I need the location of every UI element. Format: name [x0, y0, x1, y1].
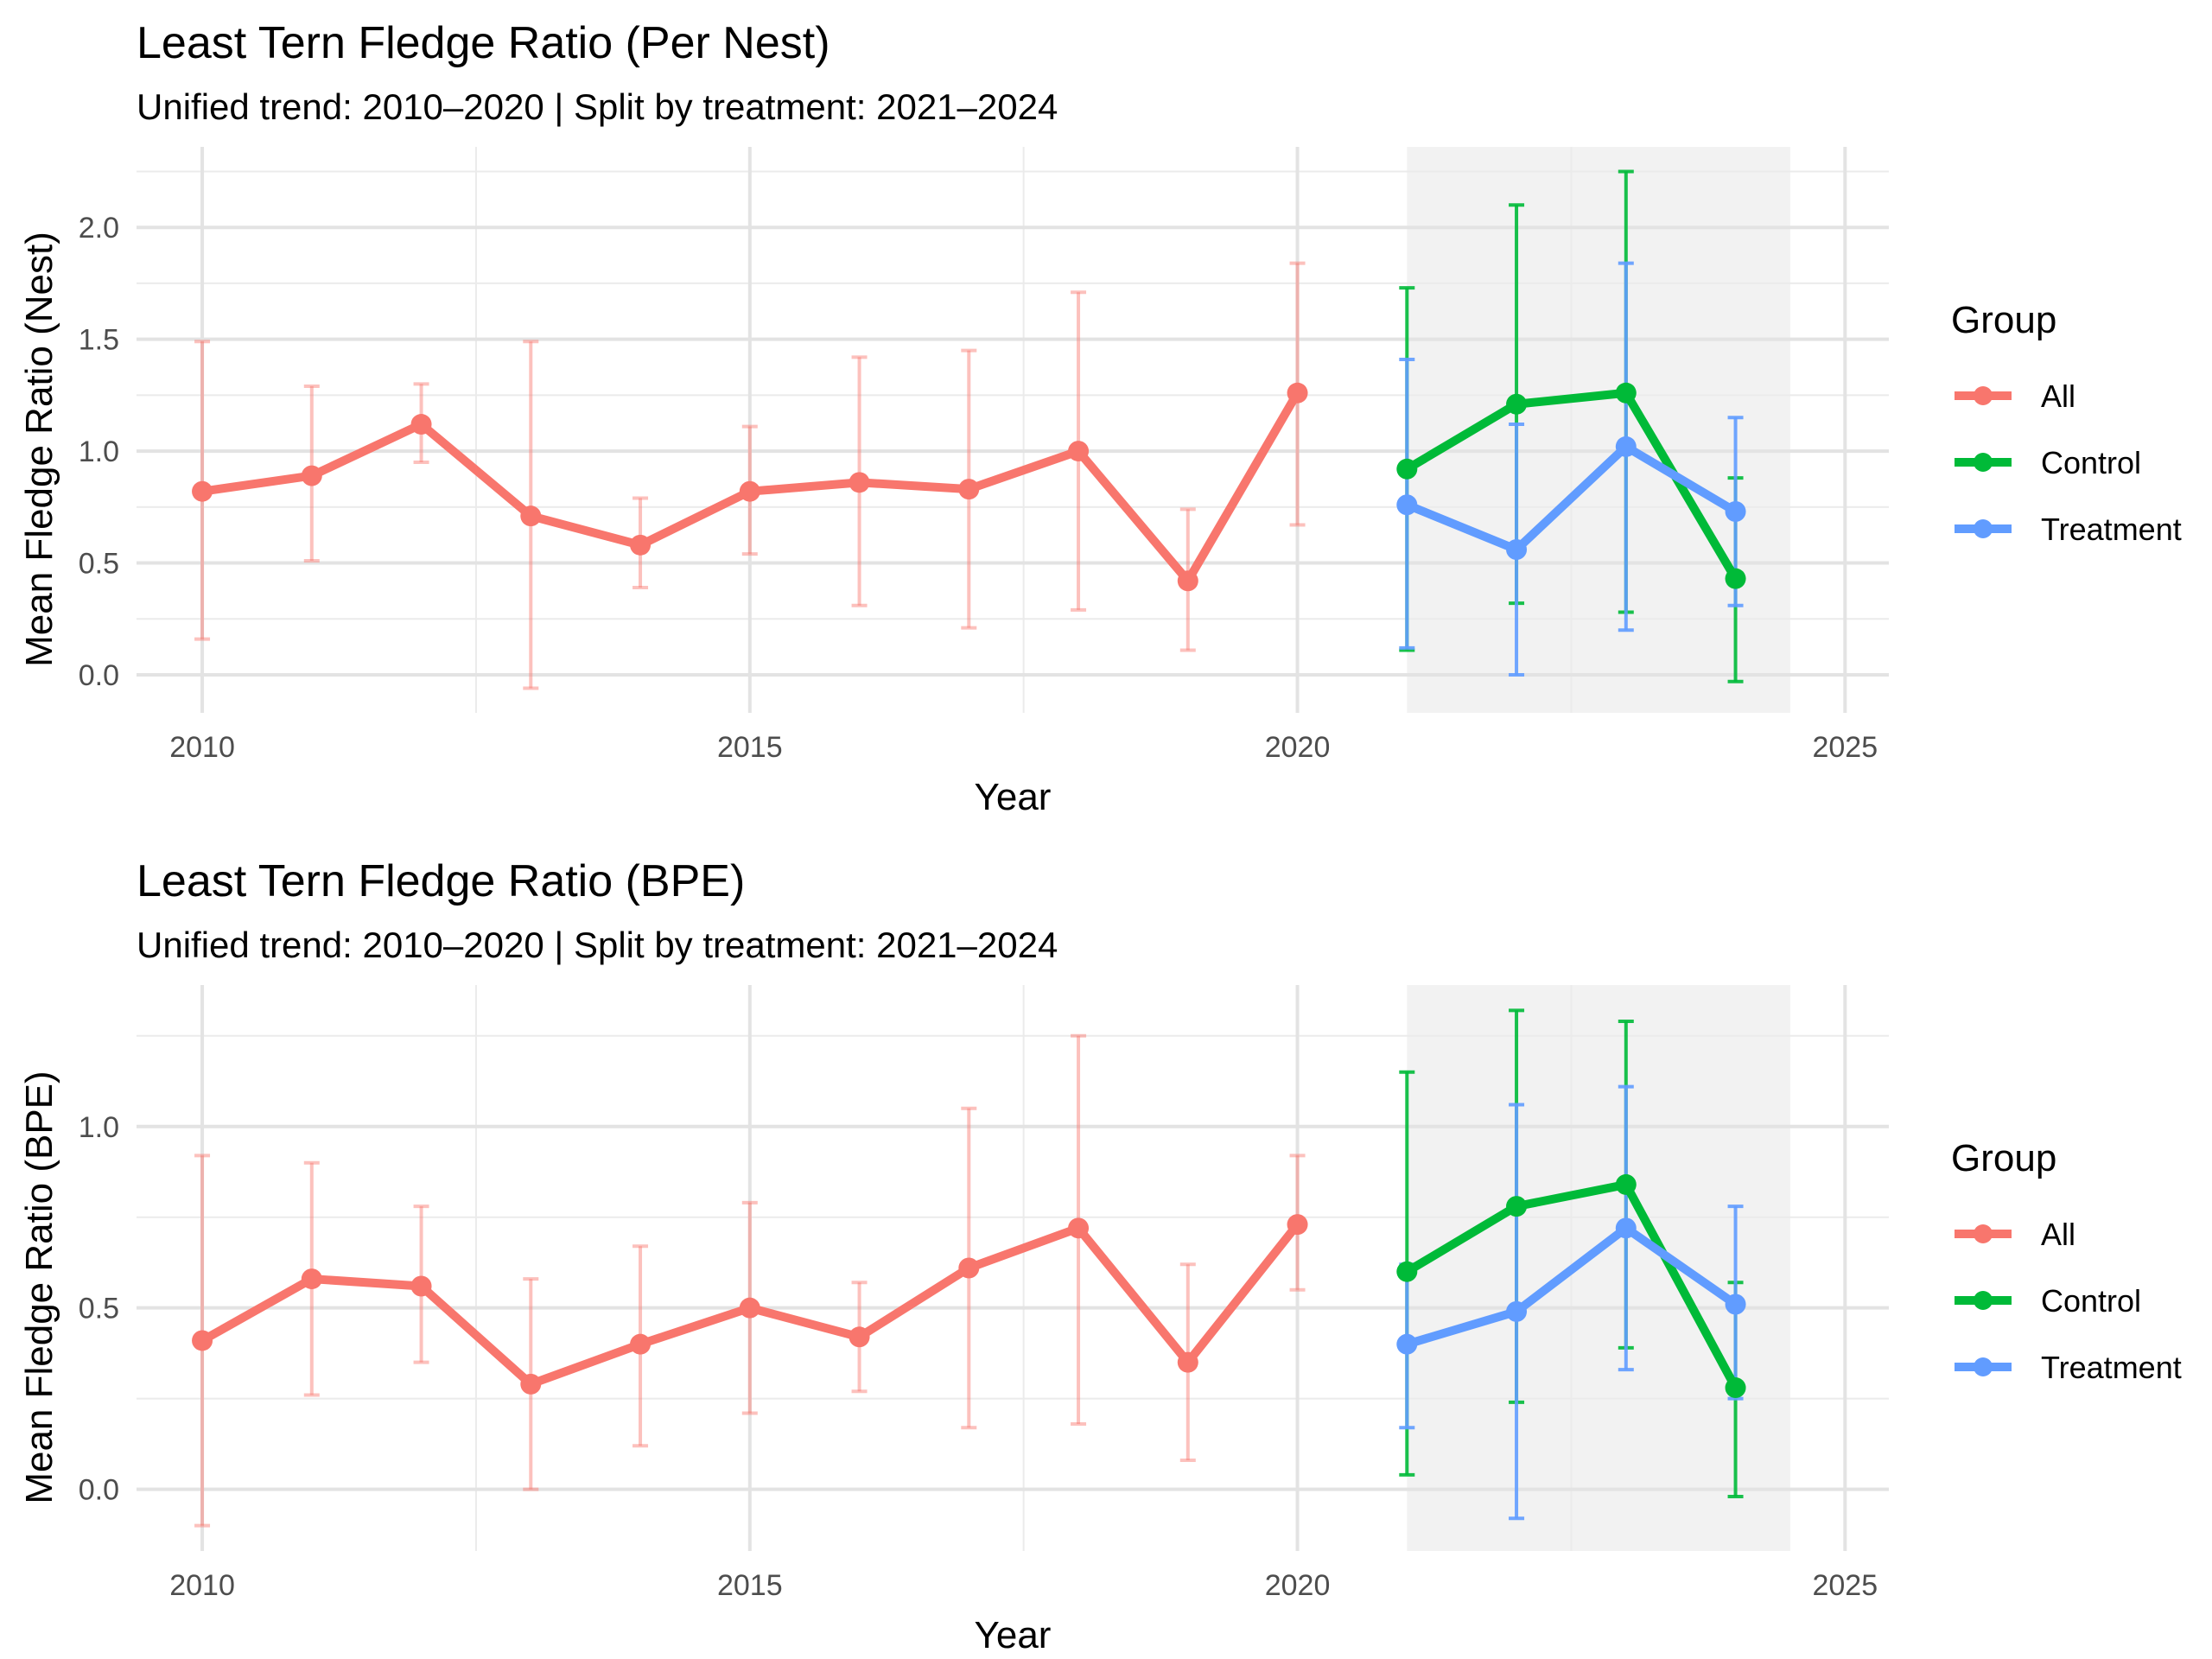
legend-label-control: Control	[2041, 445, 2141, 480]
legend-title: Group	[1951, 1137, 2056, 1179]
x-tick-label: 2015	[717, 1569, 783, 1602]
y-tick-label: 1.5	[79, 324, 119, 357]
legend-label-all: All	[2041, 378, 2075, 414]
legend-label-control: Control	[2041, 1283, 2141, 1319]
y-tick-label: 1.0	[79, 1111, 119, 1144]
shaded-region	[1407, 147, 1790, 713]
data-point-all	[739, 1297, 760, 1319]
x-tick-label: 2015	[717, 731, 783, 764]
shaded-region	[1407, 985, 1790, 1551]
plot-area: 0.0 0.5 1.0 1.5 2.0 2010 2015 2020 2025	[79, 147, 1889, 764]
data-point-all	[301, 1268, 322, 1290]
x-tick-label: 2020	[1265, 731, 1331, 764]
data-point-control	[1725, 1377, 1746, 1399]
data-point-all	[192, 1330, 213, 1351]
legend-marker-all	[1974, 386, 1993, 405]
legend-marker-treatment	[1974, 519, 1993, 538]
plot-area: 0.0 0.5 1.0 2010 2015 2020 2025	[79, 985, 1889, 1602]
y-tick-label: 2.0	[79, 212, 119, 245]
data-point-control	[1396, 458, 1418, 480]
data-point-all	[1177, 1351, 1198, 1373]
data-point-control	[1506, 1196, 1528, 1217]
chart-panel-bpe: Least Tern Fledge Ratio (BPE) Unified tr…	[18, 856, 2182, 1656]
y-axis-label: Mean Fledge Ratio (Nest)	[18, 232, 60, 667]
data-point-all	[1177, 570, 1198, 592]
y-tick-label: 0.5	[79, 1293, 119, 1325]
data-point-control	[1506, 393, 1528, 415]
x-axis-label: Year	[975, 776, 1052, 818]
series-line-control	[1402, 1179, 1740, 1393]
data-point-all	[849, 1326, 870, 1348]
legend-marker-treatment	[1974, 1357, 1993, 1376]
data-point-all	[1287, 382, 1308, 404]
data-point-all	[192, 480, 213, 502]
data-point-all	[739, 480, 760, 502]
data-point-treatment	[1506, 1300, 1528, 1322]
x-tick-label: 2010	[169, 731, 235, 764]
legend-label-treatment: Treatment	[2041, 512, 2182, 547]
data-point-all	[1287, 1214, 1308, 1236]
data-point-treatment	[1725, 500, 1746, 522]
data-point-control	[1615, 1173, 1637, 1195]
series-line-treatment	[1402, 1224, 1740, 1349]
legend: Group All Control Treatment	[1951, 299, 2182, 547]
legend-label-all: All	[2041, 1217, 2075, 1252]
legend-marker-all	[1974, 1224, 1993, 1243]
chart-title: Least Tern Fledge Ratio (Per Nest)	[137, 18, 830, 68]
data-point-all	[410, 414, 432, 435]
series-line-control	[1402, 388, 1740, 583]
chart-subtitle: Unified trend: 2010–2020 | Split by trea…	[137, 925, 1058, 965]
legend-title: Group	[1951, 299, 2056, 341]
data-point-all	[520, 1373, 542, 1395]
x-tick-label: 2020	[1265, 1569, 1331, 1602]
series-line-treatment	[1402, 442, 1740, 555]
legend-marker-control	[1974, 453, 1993, 472]
y-tick-label: 0.0	[79, 1474, 119, 1507]
data-point-control	[1396, 1261, 1418, 1282]
y-tick-label: 1.0	[79, 435, 119, 468]
data-point-treatment	[1506, 539, 1528, 561]
y-tick-label: 0.5	[79, 548, 119, 581]
data-point-all	[1068, 441, 1090, 462]
data-point-all	[958, 479, 980, 500]
data-point-all	[630, 534, 652, 556]
data-point-treatment	[1396, 1333, 1418, 1355]
data-point-treatment	[1615, 435, 1637, 457]
data-point-all	[849, 472, 870, 493]
data-point-control	[1615, 382, 1637, 404]
x-tick-label: 2010	[169, 1569, 235, 1602]
x-tick-label: 2025	[1812, 1569, 1878, 1602]
y-tick-label: 0.0	[79, 659, 119, 692]
data-point-all	[958, 1257, 980, 1279]
data-point-all	[1068, 1217, 1090, 1239]
data-point-treatment	[1725, 1294, 1746, 1315]
data-point-all	[410, 1275, 432, 1297]
chart-subtitle: Unified trend: 2010–2020 | Split by trea…	[137, 86, 1058, 127]
x-axis-label: Year	[975, 1614, 1052, 1656]
y-axis-label: Mean Fledge Ratio (BPE)	[18, 1071, 60, 1503]
data-point-treatment	[1396, 494, 1418, 516]
chart-title: Least Tern Fledge Ratio (BPE)	[137, 856, 745, 906]
data-point-treatment	[1615, 1217, 1637, 1239]
legend-marker-control	[1974, 1291, 1993, 1310]
data-point-all	[520, 505, 542, 527]
x-tick-label: 2025	[1812, 731, 1878, 764]
data-point-all	[301, 465, 322, 486]
legend: Group All Control Treatment	[1951, 1137, 2182, 1385]
legend-label-treatment: Treatment	[2041, 1350, 2182, 1385]
data-point-all	[630, 1333, 652, 1355]
chart-panel-nest: Least Tern Fledge Ratio (Per Nest) Unifi…	[18, 18, 2182, 818]
data-point-control	[1725, 568, 1746, 589]
